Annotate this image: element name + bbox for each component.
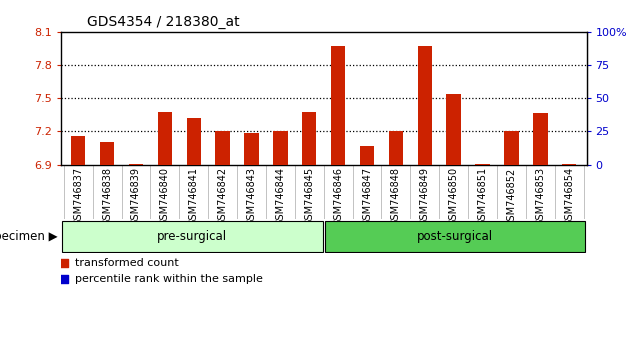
Bar [273, 131, 288, 165]
Point [188, 61, 199, 67]
Text: GSM746851: GSM746851 [478, 167, 488, 227]
Text: percentile rank within the sample: percentile rank within the sample [75, 274, 263, 284]
Text: GSM746838: GSM746838 [102, 167, 112, 226]
Bar [158, 112, 172, 165]
Bar [129, 164, 143, 165]
Point [246, 64, 256, 69]
Text: GSM746846: GSM746846 [333, 167, 343, 226]
Point [131, 73, 141, 79]
Text: GDS4354 / 218380_at: GDS4354 / 218380_at [87, 16, 240, 29]
Point [564, 68, 574, 73]
Text: GSM746842: GSM746842 [218, 167, 228, 227]
Bar [504, 131, 519, 165]
Point [217, 61, 228, 67]
Text: GSM746843: GSM746843 [247, 167, 256, 226]
Point [535, 61, 545, 67]
Point [420, 56, 430, 61]
Text: GSM746854: GSM746854 [564, 167, 574, 227]
Point [73, 62, 83, 68]
Bar [476, 164, 490, 165]
Text: GSM746840: GSM746840 [160, 167, 170, 226]
Point [102, 69, 112, 75]
Bar [360, 146, 374, 165]
Bar [71, 136, 85, 165]
Bar [331, 46, 345, 165]
Bar [215, 131, 230, 165]
Point [391, 64, 401, 69]
Text: GSM746850: GSM746850 [449, 167, 459, 227]
Text: specimen ▶: specimen ▶ [0, 230, 58, 243]
Text: GSM746847: GSM746847 [362, 167, 372, 227]
Text: GSM746841: GSM746841 [188, 167, 199, 226]
Text: GSM746839: GSM746839 [131, 167, 141, 226]
Text: GSM746849: GSM746849 [420, 167, 429, 226]
Text: GSM746837: GSM746837 [73, 167, 83, 227]
FancyBboxPatch shape [62, 221, 322, 252]
Point [449, 57, 459, 63]
Bar [446, 94, 461, 165]
Point [160, 58, 170, 64]
Text: pre-surgical: pre-surgical [157, 230, 228, 243]
Bar [388, 131, 403, 165]
Bar [533, 113, 547, 165]
Point [275, 64, 285, 69]
Point [59, 260, 69, 266]
Bar [562, 164, 576, 165]
Bar [100, 143, 114, 165]
FancyBboxPatch shape [325, 221, 585, 252]
Point [478, 72, 488, 77]
Point [304, 58, 314, 64]
Text: GSM746853: GSM746853 [535, 167, 545, 227]
Point [362, 68, 372, 73]
Text: GSM746852: GSM746852 [506, 167, 517, 227]
Text: post-surgical: post-surgical [417, 230, 493, 243]
Text: GSM746848: GSM746848 [391, 167, 401, 226]
Point [59, 276, 69, 281]
Bar [187, 118, 201, 165]
Text: GSM746844: GSM746844 [276, 167, 285, 226]
Text: transformed count: transformed count [75, 258, 179, 268]
Point [506, 65, 517, 70]
Bar [302, 112, 317, 165]
Bar [244, 132, 259, 165]
Text: GSM746845: GSM746845 [304, 167, 314, 227]
Point [333, 52, 344, 57]
Bar [417, 46, 432, 165]
